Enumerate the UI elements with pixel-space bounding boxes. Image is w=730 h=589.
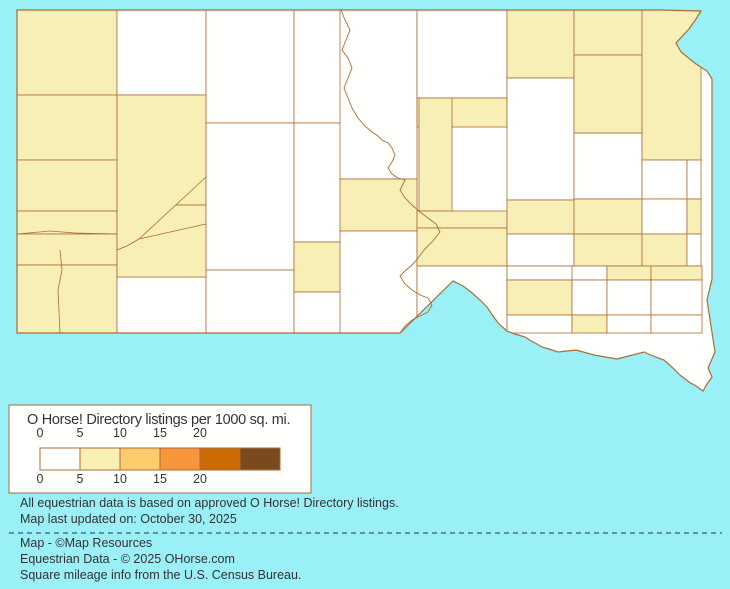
svg-text:15: 15 (153, 426, 167, 440)
svg-text:10: 10 (113, 472, 127, 486)
svg-text:15: 15 (153, 472, 167, 486)
svg-text:Square mileage info from the U: Square mileage info from the U.S. Census… (20, 568, 301, 582)
svg-text:5: 5 (77, 472, 84, 486)
svg-text:5: 5 (77, 426, 84, 440)
svg-text:Equestrian Data - © 2025 OHors: Equestrian Data - © 2025 OHorse.com (20, 552, 235, 566)
svg-text:Map - ©Map Resources: Map - ©Map Resources (20, 536, 152, 550)
svg-text:10: 10 (113, 426, 127, 440)
svg-text:All equestrian data is based o: All equestrian data is based on approved… (20, 496, 399, 510)
svg-text:20: 20 (193, 472, 207, 486)
svg-text:Map last updated on: October 3: Map last updated on: October 30, 2025 (20, 512, 237, 526)
svg-text:20: 20 (193, 426, 207, 440)
svg-text:0: 0 (37, 426, 44, 440)
svg-text:0: 0 (37, 472, 44, 486)
